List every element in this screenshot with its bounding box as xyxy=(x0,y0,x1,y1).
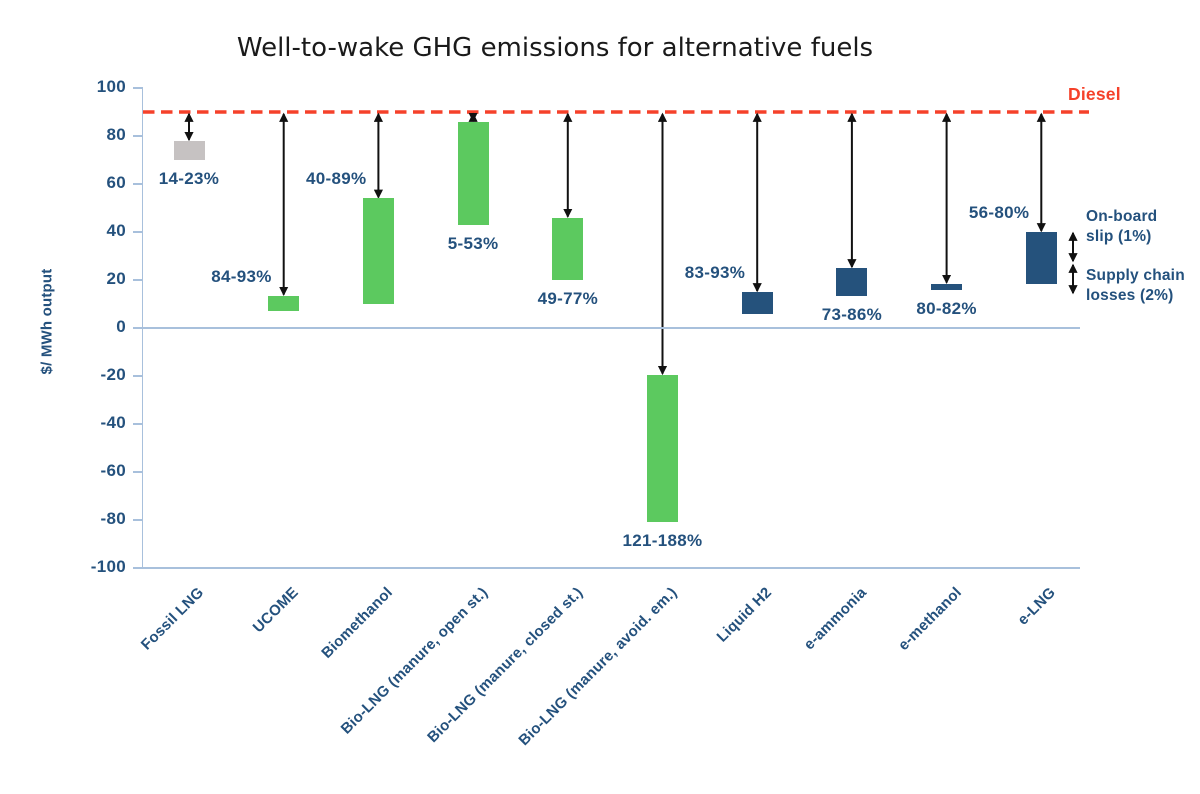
reduction-label-e-ammonia: 73-86% xyxy=(821,304,883,324)
y-axis-title: $/ MWh output xyxy=(38,268,56,375)
supply-chain-line2: losses (2%) xyxy=(1086,286,1174,304)
y-tick-mark xyxy=(133,87,143,89)
x-axis-label-fossil-lng: Fossil LNG xyxy=(137,584,208,654)
y-tick-mark xyxy=(133,135,143,137)
supply-chain-line1: Supply chain xyxy=(1086,267,1185,284)
bar-bio-lng-manure-avoid-em xyxy=(647,374,678,523)
on-board-slip-line1: On-board xyxy=(1086,208,1158,225)
y-tick-mark xyxy=(133,567,143,569)
x-axis-label-e-ammonia: e-ammonia xyxy=(800,584,870,654)
y-tick-label: 80 xyxy=(106,125,126,144)
x-axis-label-ucome: UCOME xyxy=(249,584,302,637)
bar-e-methanol xyxy=(931,283,963,290)
y-tick-label: 0 xyxy=(116,317,126,336)
bar-fossil-lng xyxy=(173,140,205,160)
y-tick-label: -20 xyxy=(100,365,126,384)
reduction-label-liquid-h2: 83-93% xyxy=(684,263,746,282)
y-tick-mark xyxy=(133,471,143,473)
y-tick-label: 40 xyxy=(106,221,126,240)
y-tick-label: 60 xyxy=(106,173,126,192)
y-tick-label: 100 xyxy=(96,77,126,96)
x-axis-label-e-methanol: e-methanol xyxy=(894,584,965,655)
x-axis-label-liquid-h2: Liquid H2 xyxy=(713,584,776,646)
y-tick-label: 20 xyxy=(106,269,126,288)
y-tick-label: -80 xyxy=(100,509,126,528)
x-axis-label-biomethanol: Biomethanol xyxy=(318,584,397,662)
x-axis-label-e-lng: e-LNG xyxy=(1014,584,1060,629)
reduction-label-bio-lng-manure-open-st: 5-53% xyxy=(447,233,499,253)
reduction-label-e-lng: 56-80% xyxy=(968,203,1030,222)
x-axis-label-bio-lng-manure-closed-st: Bio-LNG (manure, closed st.) xyxy=(423,584,586,747)
y-tick-mark xyxy=(133,519,143,521)
y-tick-mark xyxy=(133,279,143,281)
reduction-label-ucome: 84-93% xyxy=(211,266,272,286)
reduction-label-fossil-lng: 14-23% xyxy=(158,169,220,188)
diesel-reference-label: Diesel xyxy=(1068,84,1121,104)
bar-ucome xyxy=(268,295,300,312)
reduction-label-bio-lng-manure-avoid-em: 121-188% xyxy=(622,531,703,551)
x-axis-label-bio-lng-manure-avoid-em: Bio-LNG (manure, avoid. em.) xyxy=(515,584,681,750)
y-tick-mark xyxy=(133,423,143,425)
zero-gridline xyxy=(143,327,1080,329)
x-axis-line xyxy=(143,567,1080,569)
bar-biomethanol xyxy=(362,198,394,304)
bar-bio-lng-manure-open-st xyxy=(457,121,489,225)
bar-bio-lng-manure-closed-st xyxy=(552,217,584,280)
y-tick-mark xyxy=(133,327,143,329)
y-tick-label: -40 xyxy=(100,413,126,432)
bar-e-ammonia xyxy=(836,268,868,296)
on-board-slip-note: On-board slip (1%) xyxy=(1086,207,1157,246)
bar-e-lng xyxy=(1025,232,1057,284)
reduction-label-biomethanol: 40-89% xyxy=(305,169,367,189)
reduction-label-e-methanol: 80-82% xyxy=(916,298,977,318)
y-tick-mark xyxy=(133,375,143,377)
y-tick-mark xyxy=(133,231,143,233)
supply-chain-losses-note: Supply chain losses (2%) xyxy=(1086,266,1185,305)
bar-liquid-h2 xyxy=(741,292,773,314)
y-tick-label: -60 xyxy=(100,461,126,480)
on-board-slip-line2: slip (1%) xyxy=(1086,227,1152,245)
y-tick-label: -100 xyxy=(90,557,126,576)
y-axis-line xyxy=(141,88,144,568)
chart-title: Well-to-wake GHG emissions for alternati… xyxy=(236,33,874,63)
y-tick-mark xyxy=(133,183,143,185)
reduction-label-bio-lng-manure-closed-st: 49-77% xyxy=(537,289,598,308)
